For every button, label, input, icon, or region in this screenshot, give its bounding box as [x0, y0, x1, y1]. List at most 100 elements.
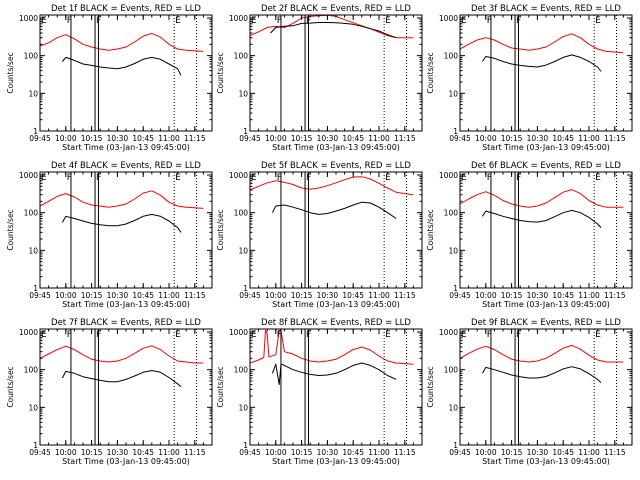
x-tick-label: 10:00	[55, 448, 77, 457]
panel-title: Det 3f BLACK = Events, RED = LLD	[471, 4, 621, 14]
events-series-line	[481, 54, 602, 72]
x-tick-label: 10:15	[501, 134, 523, 143]
flag-e-marker: E	[175, 330, 181, 340]
x-axis-label: Start Time (03-Jan-13 09:45:00)	[482, 143, 610, 152]
panel-title: Det 6f BLACK = Events, RED = LLD	[471, 161, 621, 171]
x-tick-label: 10:15	[291, 134, 313, 143]
y-axis-label: Counts/sec	[6, 52, 15, 93]
flag-e-marker: E	[385, 16, 391, 26]
x-tick-label: 10:45	[552, 291, 574, 300]
lld-series-line	[459, 344, 624, 363]
y-tick-label: 1000	[229, 328, 248, 337]
x-tick-label: 11:15	[184, 448, 206, 457]
y-axis-label: Counts/sec	[6, 209, 15, 250]
y-tick-label: 10	[238, 89, 248, 98]
x-tick-label: 11:00	[578, 448, 600, 457]
x-tick-label: 10:00	[265, 448, 287, 457]
x-tick-label: 09:45	[449, 448, 471, 457]
panel-det-1: Det 1f BLACK = Events, RED = LLD F F E E 1 10 1…	[6, 4, 213, 152]
y-tick-label: 1000	[439, 328, 458, 337]
y-tick-label: 10	[238, 246, 248, 255]
x-axis-label: Start Time (03-Jan-13 09:45:00)	[482, 457, 610, 466]
y-tick-label: 1000	[439, 14, 458, 23]
x-tick-label: 10:30	[107, 448, 129, 457]
plot-frame	[459, 171, 633, 289]
y-tick-label: 1000	[19, 14, 38, 23]
x-tick-label: 11:00	[368, 291, 390, 300]
x-tick-label: 11:15	[394, 134, 416, 143]
panel-title: Det 9f BLACK = Events, RED = LLD	[471, 318, 621, 328]
events-series-line	[270, 22, 397, 39]
x-tick-label: 10:15	[291, 448, 313, 457]
x-tick-label: 10:15	[81, 448, 103, 457]
x-tick-label: 10:30	[527, 134, 549, 143]
lld-series-line	[459, 33, 624, 54]
x-tick-label: 10:00	[55, 134, 77, 143]
y-tick-label: 1	[33, 441, 38, 450]
x-tick-label: 10:30	[527, 448, 549, 457]
flag-f-marker: F	[306, 16, 311, 26]
y-tick-label: 1000	[439, 171, 458, 180]
x-tick-label: 09:45	[449, 291, 471, 300]
y-tick-label: 100	[234, 209, 249, 218]
flag-f-marker: F	[516, 330, 521, 340]
y-tick-label: 1000	[229, 171, 248, 180]
panel-det-2: Det 2f BLACK = Events, RED = LLD F F E E 1 10 1…	[216, 4, 423, 152]
flag-e-marker: E	[385, 330, 391, 340]
y-axis-label: Counts/sec	[216, 52, 225, 93]
x-tick-label: 10:15	[81, 134, 103, 143]
x-tick-label: 11:00	[158, 291, 180, 300]
x-axis-label: Start Time (03-Jan-13 09:45:00)	[272, 143, 400, 152]
flag-e-marker-left: E	[251, 330, 257, 340]
lld-series-line	[39, 345, 204, 364]
flag-f-marker: F	[516, 16, 521, 26]
panel-det-3: Det 3f BLACK = Events, RED = LLD F F E E 1 10 1…	[426, 4, 633, 152]
y-axis-label: Counts/sec	[216, 366, 225, 407]
flag-e-marker-left: E	[251, 16, 257, 26]
x-tick-label: 10:45	[552, 134, 574, 143]
y-tick-label: 10	[238, 403, 248, 412]
flag-f-marker: F	[96, 16, 101, 26]
x-tick-label: 10:00	[55, 291, 77, 300]
flag-e-marker-left: E	[41, 330, 47, 340]
lld-series-line	[39, 190, 204, 209]
plot-frame	[39, 14, 213, 132]
flag-f-marker: F	[306, 330, 311, 340]
x-tick-label: 11:15	[604, 448, 626, 457]
flag-e-marker: E	[595, 16, 601, 26]
flag-f-marker: F	[516, 173, 521, 183]
flag-e-marker-left: E	[251, 173, 257, 183]
x-tick-label: 10:00	[265, 291, 287, 300]
x-tick-label: 11:00	[158, 448, 180, 457]
y-tick-label: 1	[243, 284, 248, 293]
x-tick-label: 11:00	[578, 291, 600, 300]
lld-series-line	[249, 14, 414, 39]
panel-title: Det 1f BLACK = Events, RED = LLD	[51, 4, 201, 14]
flag-f-marker: F	[487, 330, 492, 340]
events-series-line	[481, 209, 602, 228]
x-axis-label: Start Time (03-Jan-13 09:45:00)	[482, 300, 610, 309]
x-axis-label: Start Time (03-Jan-13 09:45:00)	[62, 143, 190, 152]
lld-series-line	[249, 329, 414, 365]
x-tick-label: 10:00	[475, 291, 497, 300]
flag-e-marker-left: E	[41, 173, 47, 183]
y-tick-label: 100	[24, 209, 39, 218]
x-tick-label: 11:00	[578, 134, 600, 143]
x-tick-label: 11:00	[368, 134, 390, 143]
panel-title: Det 7f BLACK = Events, RED = LLD	[51, 318, 201, 328]
flag-e-marker: E	[385, 173, 391, 183]
events-series-line	[271, 362, 397, 386]
y-tick-label: 100	[24, 366, 39, 375]
flag-e-marker-left: E	[41, 16, 47, 26]
x-tick-label: 10:30	[107, 291, 129, 300]
x-axis-label: Start Time (03-Jan-13 09:45:00)	[62, 457, 190, 466]
flag-e-marker: E	[595, 330, 601, 340]
plot-frame	[249, 328, 423, 446]
flag-f-marker: F	[67, 330, 72, 340]
x-tick-label: 09:45	[239, 448, 261, 457]
flag-f-marker: F	[277, 16, 282, 26]
y-tick-label: 10	[28, 89, 38, 98]
flag-e-marker: E	[595, 173, 601, 183]
plot-frame	[249, 14, 423, 132]
panel-title: Det 4f BLACK = Events, RED = LLD	[51, 161, 201, 171]
